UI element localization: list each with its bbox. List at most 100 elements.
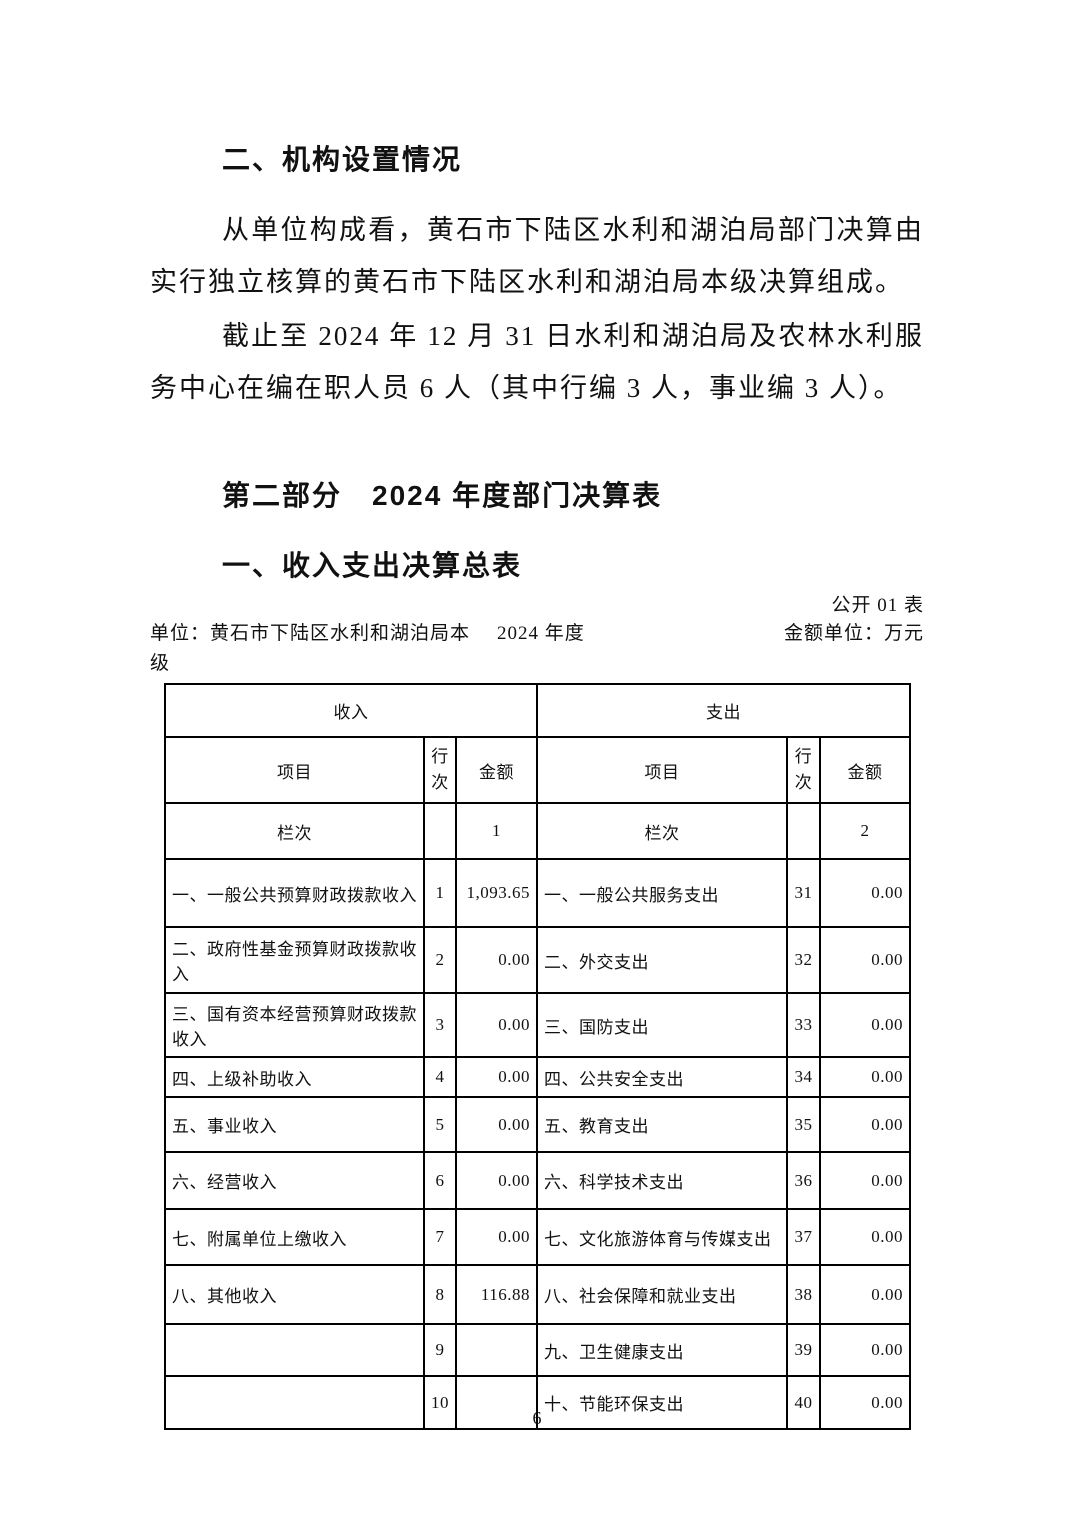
income-group-header: 收入: [163, 683, 539, 738]
income-line-no: 3: [423, 992, 457, 1058]
income-item: 八、其他收入: [164, 1264, 425, 1325]
income-lanci-label: 栏次: [164, 802, 425, 860]
income-amount: [454, 1323, 539, 1377]
income-item: 三、国有资本经营预算财政拨款收入: [164, 992, 425, 1058]
table-group-header-row: 收入 支出: [163, 683, 912, 738]
expense-item: 九、卫生健康支出: [536, 1323, 789, 1377]
expense-line-no: 39: [786, 1323, 822, 1377]
income-item: 六、经营收入: [164, 1151, 425, 1210]
income-item: 一、一般公共预算财政拨款收入: [164, 858, 425, 928]
part2-heading: 第二部分 2024 年度部门决算表: [222, 480, 663, 511]
expense-item: 三、国防支出: [536, 992, 789, 1058]
income-item-header: 项目: [164, 736, 425, 804]
expense-line-no: 38: [786, 1264, 822, 1325]
income-line-no: 9: [423, 1323, 457, 1377]
income-item: 二、政府性基金预算财政拨款收入: [164, 926, 425, 994]
table-meta-row: 单位：黄石市下陆区水利和湖泊局本级 2024 年度 金额单位：万元: [150, 619, 924, 681]
expense-line-no: 37: [786, 1208, 822, 1266]
expense-column-number: 2: [819, 802, 912, 860]
expense-lanci-label: 栏次: [536, 802, 789, 860]
income-expense-summary-table: 收入 支出 项目 行次 金额 项目 行次 金额 栏次 1 栏次 2 一、一般公共…: [163, 683, 912, 1430]
expense-line-no: 34: [786, 1056, 822, 1098]
page-number: 6: [532, 1408, 542, 1428]
expense-item: 七、文化旅游体育与传媒支出: [536, 1208, 789, 1266]
expense-item: 四、公共安全支出: [536, 1056, 789, 1098]
income-line-no: 4: [423, 1056, 457, 1098]
expense-amount: 0.00: [819, 1208, 912, 1266]
table-row: 三、国有资本经营预算财政拨款收入 3 0.00 三、国防支出 33 0.00: [164, 992, 912, 1058]
income-line-no: 8: [423, 1264, 457, 1325]
expense-amount: 0.00: [819, 858, 912, 928]
expense-line-no: 33: [786, 992, 822, 1058]
table-row: 四、上级补助收入 4 0.00 四、公共安全支出 34 0.00: [164, 1056, 912, 1098]
expense-item: 一、一般公共服务支出: [536, 858, 789, 928]
expense-item: 八、社会保障和就业支出: [536, 1264, 789, 1325]
expense-line-header: 行次: [786, 736, 822, 804]
expense-line-no: 35: [786, 1096, 822, 1153]
income-amount: 116.88: [454, 1264, 539, 1325]
expense-amount: 0.00: [819, 992, 912, 1058]
expense-amount: 0.00: [819, 1375, 912, 1430]
expense-line-no: 40: [786, 1375, 822, 1430]
unit-label: 单位：黄石市下陆区水利和湖泊局本级: [150, 623, 471, 674]
table-row: 七、附属单位上缴收入 7 0.00 七、文化旅游体育与传媒支出 37 0.00: [164, 1208, 912, 1266]
paragraph-staffing: 截止至 2024 年 12 月 31 日水利和湖泊局及农林水利服务中心在编在职人…: [150, 321, 924, 403]
expense-item: 十、节能环保支出: [536, 1375, 789, 1430]
expense-amount: 0.00: [819, 1323, 912, 1377]
table-column-header-row: 项目 行次 金额 项目 行次 金额: [164, 736, 912, 804]
table-row: 10 十、节能环保支出 40 0.00: [164, 1375, 912, 1430]
income-item: 七、附属单位上缴收入: [164, 1208, 425, 1266]
expense-group-header: 支出: [536, 683, 912, 738]
expense-amount: 0.00: [819, 1096, 912, 1153]
income-item: [164, 1375, 425, 1430]
income-lanci-line: [423, 802, 457, 860]
income-amount: 1,093.65: [454, 858, 539, 928]
income-line-no: 1: [423, 858, 457, 928]
income-amount: 0.00: [454, 1056, 539, 1098]
table-row: 六、经营收入 6 0.00 六、科学技术支出 36 0.00: [164, 1151, 912, 1210]
expense-line-no: 36: [786, 1151, 822, 1210]
expense-line-no: 31: [786, 858, 822, 928]
income-column-number: 1: [454, 802, 539, 860]
expense-amount: 0.00: [819, 1056, 912, 1098]
paragraph-organization: 从单位构成看，黄石市下陆区水利和湖泊局部门决算由实行独立核算的黄石市下陆区水利和…: [150, 215, 924, 297]
table-row: 9 九、卫生健康支出 39 0.00: [164, 1323, 912, 1377]
income-line-header: 行次: [423, 736, 457, 804]
income-line-no: 7: [423, 1208, 457, 1266]
amount-unit-label: 金额单位：万元: [783, 623, 924, 644]
expense-item: 六、科学技术支出: [536, 1151, 789, 1210]
table-row: 八、其他收入 8 116.88 八、社会保障和就业支出 38 0.00: [164, 1264, 912, 1325]
income-amount: 0.00: [454, 1096, 539, 1153]
income-line-no: 2: [423, 926, 457, 994]
section-heading: 二、机构设置情况: [222, 144, 463, 175]
expense-item: 五、教育支出: [536, 1096, 789, 1153]
table-row: 五、事业收入 5 0.00 五、教育支出 35 0.00: [164, 1096, 912, 1153]
income-amount: 0.00: [454, 926, 539, 994]
table-title: 一、收入支出决算总表: [222, 550, 523, 581]
income-item: [164, 1323, 425, 1377]
income-amount: 0.00: [454, 1208, 539, 1266]
expense-amount: 0.00: [819, 1151, 912, 1210]
income-line-no: 5: [423, 1096, 457, 1153]
income-amount: 0.00: [454, 1151, 539, 1210]
fiscal-year-label: 2024 年度: [497, 623, 585, 644]
expense-amount-header: 金额: [819, 736, 912, 804]
income-amount: 0.00: [454, 992, 539, 1058]
expense-lanci-line: [786, 802, 822, 860]
table-row: 二、政府性基金预算财政拨款收入 2 0.00 二、外交支出 32 0.00: [164, 926, 912, 994]
income-item: 四、上级补助收入: [164, 1056, 425, 1098]
table-row: 一、一般公共预算财政拨款收入 1 1,093.65 一、一般公共服务支出 31 …: [164, 858, 912, 928]
income-amount: [454, 1375, 539, 1430]
column-index-row: 栏次 1 栏次 2: [164, 802, 912, 860]
expense-item: 二、外交支出: [536, 926, 789, 994]
expense-item-header: 项目: [536, 736, 789, 804]
expense-line-no: 32: [786, 926, 822, 994]
table-number-label: 公开 01 表: [831, 595, 924, 616]
income-item: 五、事业收入: [164, 1096, 425, 1153]
expense-amount: 0.00: [819, 926, 912, 994]
income-line-no: 10: [423, 1375, 457, 1430]
expense-amount: 0.00: [819, 1264, 912, 1325]
income-amount-header: 金额: [454, 736, 539, 804]
income-line-no: 6: [423, 1151, 457, 1210]
